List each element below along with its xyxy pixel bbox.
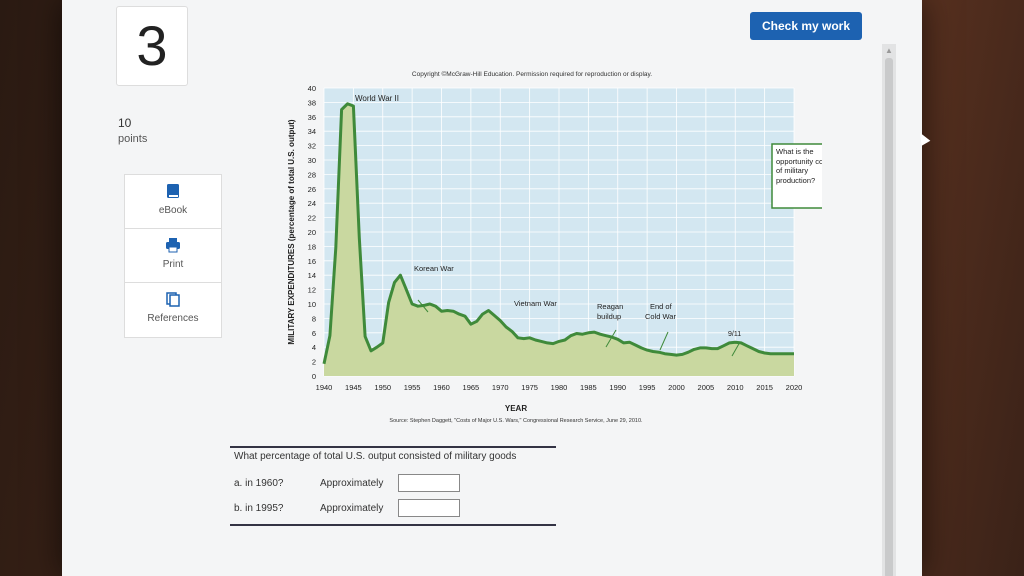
x-tick-label: 1960 [433, 383, 450, 392]
reagan-pointer [605, 329, 617, 348]
y-tick-label: 0 [312, 372, 316, 381]
y-tick-label: 14 [308, 271, 316, 280]
answer-1960-input[interactable] [398, 474, 460, 492]
y-tick-label: 26 [308, 185, 316, 194]
x-tick-label: 2015 [756, 383, 773, 392]
y-tick-label: 10 [308, 300, 316, 309]
ebook-label: eBook [158, 205, 188, 216]
y-tick-label: 20 [308, 228, 316, 237]
y-tick-label: 40 [308, 84, 316, 93]
y-tick-label: 28 [308, 170, 316, 179]
x-tick-label: 2005 [698, 383, 715, 392]
x-tick-label: 1945 [345, 383, 362, 392]
ebook-button[interactable]: eBook [124, 174, 222, 230]
points-value: 10 [118, 116, 132, 130]
end-of-text: End of [650, 302, 673, 311]
y-axis-label: MILITARY EXPENDITURES (percentage of tot… [287, 119, 296, 345]
x-axis-label: YEAR [505, 404, 527, 413]
references-label: References [147, 313, 199, 324]
x-tick-label: 1990 [609, 383, 626, 392]
military-expenditure-chart: Copyright ©McGraw-Hill Education. Permis… [287, 70, 822, 424]
annotation-korean-war: Korean War [414, 264, 454, 273]
y-tick-label: 6 [312, 329, 316, 338]
annotation-ww2: World War II [355, 94, 399, 103]
9-11-pointer [731, 341, 741, 357]
opportunity-cost-callout: What is the opportunity cost of military… [771, 143, 822, 209]
end-cold-war-pointer [659, 331, 669, 351]
check-my-work-button[interactable]: Check my work [750, 12, 862, 40]
book-icon [167, 184, 179, 198]
x-tick-label: 1980 [551, 383, 568, 392]
annotation-vietnam-war: Vietnam War [514, 299, 557, 308]
points-label: points [118, 133, 148, 145]
question-part-b: b. in 1995? [234, 503, 284, 514]
x-axis-ticks: 1940 1945 1950 1955 1960 1965 1970 1975 1980 1985… [316, 383, 803, 392]
x-tick-label: 2010 [727, 383, 744, 392]
references-icon [166, 292, 180, 307]
y-tick-label: 18 [308, 242, 316, 251]
references-button[interactable]: References [124, 282, 222, 338]
annotation-reagan-buildup: Reagan buildup [597, 302, 623, 321]
question-prompt: What percentage of total U.S. output con… [234, 451, 517, 462]
question-divider-bottom [230, 524, 556, 526]
korean-war-pointer [417, 299, 429, 313]
opportunity-cost-text: What is the opportunity cost of military… [776, 147, 822, 185]
approx-label-a: Approximately [320, 478, 384, 489]
x-tick-label: 1965 [463, 383, 480, 392]
y-tick-label: 4 [312, 343, 316, 352]
question-number: 3 [116, 6, 188, 86]
y-tick-label: 36 [308, 113, 316, 122]
x-tick-label: 2020 [786, 383, 803, 392]
scroll-up-icon[interactable]: ▲ [885, 46, 893, 55]
screen: 3 10 points eBook Print References Check… [62, 0, 922, 576]
question-part-a: a. in 1960? [234, 478, 284, 489]
x-tick-label: 1970 [492, 383, 509, 392]
annotation-end-cold-war: End of Cold War [645, 302, 676, 321]
answer-1995-input[interactable] [398, 499, 460, 517]
y-tick-label: 32 [308, 142, 316, 151]
x-tick-label: 1955 [404, 383, 421, 392]
x-tick-label: 1985 [580, 383, 597, 392]
y-tick-label: 30 [308, 156, 316, 165]
y-tick-label: 22 [308, 214, 316, 223]
y-tick-label: 24 [308, 199, 316, 208]
x-tick-label: 2000 [668, 383, 685, 392]
y-tick-label: 34 [308, 127, 316, 136]
y-tick-label: 12 [308, 286, 316, 295]
question-divider-top [230, 446, 556, 448]
reagan-text: Reagan [597, 302, 623, 311]
vertical-scrollbar[interactable]: ▲ [882, 44, 896, 576]
expenditure-area [324, 103, 794, 377]
chart-source: Source: Stephen Daggett, "Costs of Major… [389, 418, 643, 424]
annotation-9-11: 9/11 [728, 331, 741, 338]
y-tick-label: 38 [308, 98, 316, 107]
x-tick-label: 1975 [521, 383, 538, 392]
y-tick-label: 16 [308, 257, 316, 266]
x-tick-label: 1950 [374, 383, 391, 392]
print-button[interactable]: Print [124, 228, 222, 284]
x-tick-label: 1995 [639, 383, 656, 392]
chart-copyright: Copyright ©McGraw-Hill Education. Permis… [412, 70, 652, 78]
scrollbar-thumb[interactable] [885, 58, 893, 576]
x-tick-label: 1940 [316, 383, 333, 392]
y-tick-label: 2 [312, 358, 316, 367]
printer-icon [166, 238, 180, 253]
print-label: Print [162, 259, 184, 270]
approx-label-b: Approximately [320, 503, 384, 514]
expenditure-line [322, 102, 794, 365]
y-tick-label: 8 [312, 314, 316, 323]
